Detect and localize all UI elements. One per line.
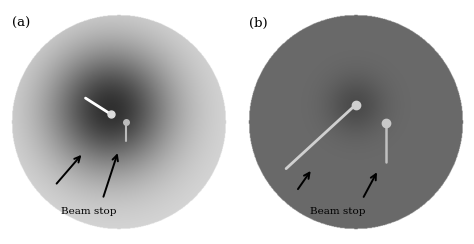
Text: (b): (b)	[248, 17, 267, 30]
Text: (a): (a)	[11, 17, 30, 30]
Text: Beam stop: Beam stop	[310, 207, 365, 216]
Text: Beam stop: Beam stop	[61, 207, 117, 216]
